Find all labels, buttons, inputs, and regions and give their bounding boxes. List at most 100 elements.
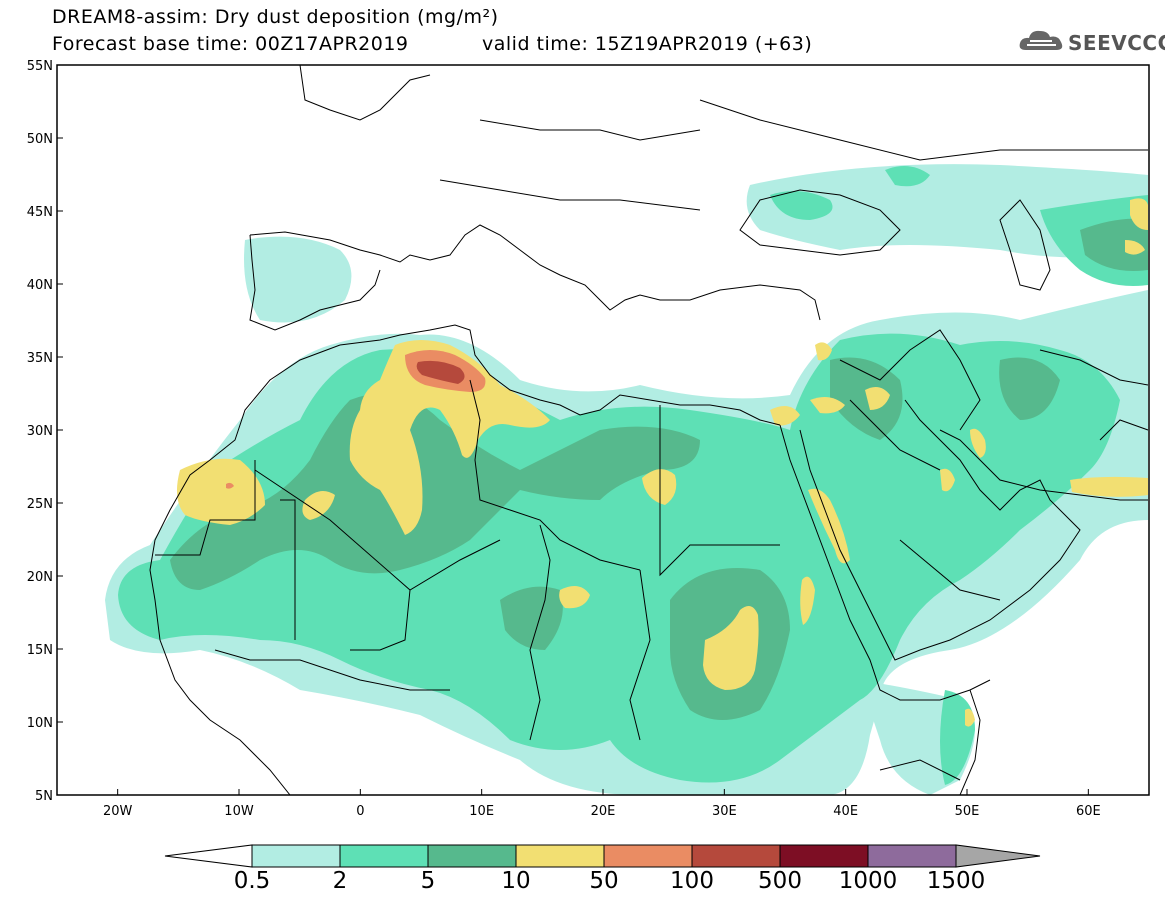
colorbar-label: 10 — [501, 868, 531, 894]
coastline — [299, 65, 431, 121]
lon-tick-label: 20W — [103, 804, 133, 819]
coastline — [779, 424, 991, 701]
deposition-area-5 — [1080, 218, 1148, 271]
colorbar-swatch — [867, 844, 957, 868]
lat-tick-label: 5N — [35, 789, 53, 804]
deposition-area-10 — [176, 458, 265, 525]
axis-ticks: 55N 50N 45N 40N 35N 30N 25N 20N 15N 10N 5N 20W 10W 0 1… — [27, 59, 1101, 819]
deposition-area-10 — [865, 386, 890, 410]
lon-tick-label: 20E — [591, 804, 616, 819]
deposition-area-10 — [810, 396, 845, 414]
colorbar-label: 1000 — [838, 868, 898, 894]
deposition-area-5 — [830, 357, 903, 440]
border — [529, 524, 551, 741]
deposition-area-5 — [500, 586, 563, 650]
colorbar-label: 500 — [758, 868, 802, 894]
deposition-area-5 — [170, 393, 700, 590]
deposition-area-10 — [770, 406, 800, 426]
border — [350, 589, 411, 651]
border — [1039, 349, 1149, 386]
coastline — [799, 399, 1081, 661]
deposition-area-10 — [559, 586, 590, 609]
colorbar — [164, 844, 1041, 868]
border — [439, 179, 701, 211]
lon-tick-label: 30E — [712, 804, 737, 819]
forecast-base-time: Forecast base time: 00Z17APR2019 — [52, 33, 409, 55]
coastline — [739, 189, 901, 256]
coastline — [959, 689, 981, 795]
colorbar-label: 5 — [420, 868, 436, 894]
deposition-area-2 — [940, 690, 975, 785]
deposition-area-low — [244, 236, 352, 323]
colorbar-swatch — [603, 844, 693, 868]
border — [699, 99, 1148, 161]
lat-tick-label: 50N — [27, 132, 53, 147]
lon-tick-label: 50E — [955, 804, 980, 819]
lat-tick-label: 15N — [27, 643, 53, 658]
lon-tick-label: 10W — [224, 804, 254, 819]
coastline — [149, 344, 341, 795]
colorbar-label: 50 — [589, 868, 619, 894]
lon-tick-label: 0 — [356, 804, 364, 819]
valid-time: valid time: 15Z19APR2019 (+63) — [482, 33, 813, 55]
coastline — [999, 199, 1051, 291]
map-title: DREAM8-assim: Dry dust deposition (mg/m²… — [52, 6, 499, 28]
border — [849, 399, 941, 471]
deposition-area-10 — [703, 606, 759, 690]
colorbar-label: 2 — [332, 868, 348, 894]
border — [659, 405, 780, 577]
border — [879, 759, 961, 781]
deposition-area-10 — [965, 708, 975, 727]
logo-text: SEEVCCC — [1068, 31, 1165, 55]
coastline — [939, 429, 1148, 501]
colorbar-swatch — [251, 844, 341, 868]
coastline — [249, 234, 381, 331]
deposition-area-100 — [416, 360, 465, 384]
border — [1099, 419, 1149, 441]
lat-tick-label: 45N — [27, 205, 53, 220]
lat-tick-label: 40N — [27, 278, 53, 293]
dust-fields — [105, 164, 1148, 795]
lon-tick-label: 40E — [833, 804, 858, 819]
border — [469, 379, 641, 571]
deposition-area-10 — [940, 468, 955, 492]
lat-tick-label: 55N — [27, 59, 53, 74]
border — [280, 499, 296, 640]
deposition-area-10 — [302, 491, 335, 520]
colorbar-label: 1500 — [926, 868, 986, 894]
lat-tick-label: 20N — [27, 570, 53, 585]
cloud-icon — [1019, 30, 1063, 50]
border — [479, 119, 701, 141]
coastlines-and-borders — [149, 65, 1149, 795]
deposition-area-10 — [1130, 198, 1148, 230]
deposition-area-5 — [999, 357, 1060, 420]
colorbar-swatch — [339, 844, 429, 868]
seevccc-logo: SEEVCCC — [1018, 26, 1165, 58]
lat-tick-label: 10N — [27, 716, 53, 731]
lat-tick-label: 35N — [27, 351, 53, 366]
border — [155, 460, 256, 556]
colorbar-swatch — [515, 844, 605, 868]
deposition-area-50 — [226, 482, 234, 489]
colorbar-arrow-high — [955, 844, 1041, 868]
lon-tick-label: 60E — [1076, 804, 1101, 819]
deposition-area-2 — [885, 166, 930, 187]
border — [214, 649, 450, 691]
coastline — [339, 324, 781, 426]
deposition-area-10 — [1070, 476, 1148, 497]
colorbar-swatch — [427, 844, 517, 868]
colorbar-label: 0.5 — [233, 868, 271, 894]
deposition-area-10 — [349, 340, 550, 535]
border — [899, 539, 1001, 601]
colorbar-label: 100 — [670, 868, 714, 894]
deposition-area-low — [746, 164, 1148, 258]
colorbar-swatch — [691, 844, 781, 868]
deposition-area-10 — [642, 469, 677, 505]
colorbar-swatch — [779, 844, 869, 868]
border — [629, 569, 651, 741]
colorbar-arrow-low — [164, 844, 253, 868]
deposition-area-10 — [970, 428, 986, 458]
border — [839, 329, 981, 431]
deposition-area-10 — [800, 576, 815, 625]
